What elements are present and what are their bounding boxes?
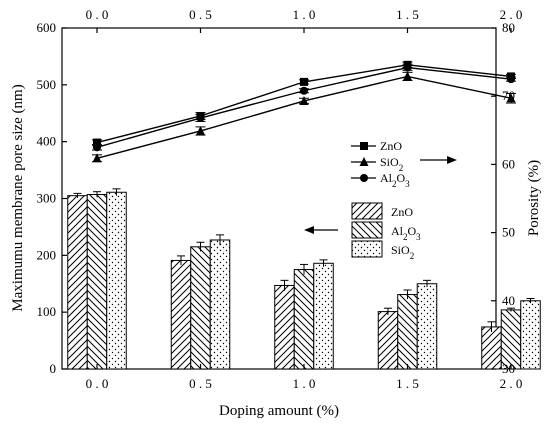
axis-ticks: 0 100 200 300 400 500 600 30 40 50 60 70 80 0 . 0 0 . … [37,7,523,391]
x-tick-label-bottom: 2 . 0 [500,376,523,391]
circle-marker [93,143,101,152]
bar [397,294,418,370]
x-tick-label-bottom: 1 . 5 [396,376,419,391]
left-arrow-icon [304,226,314,234]
circle-marker [403,63,412,72]
right-y-tick-label: 50 [502,225,515,240]
left-y-tick-label: 300 [37,191,57,206]
triangle-marker [196,125,205,135]
bar [416,283,438,370]
left-y-tick-label: 400 [37,134,57,149]
triangle-marker [506,93,516,103]
right-y-tick-label: 40 [502,293,515,308]
bar-legend-swatch-sio2 [351,240,383,258]
line-legend-triangle-marker [359,157,369,166]
right-y-tick-label: 60 [502,156,515,171]
right-arrow-icon [447,156,457,164]
x-tick-label-top: 1 . 5 [396,7,419,22]
line-legend: ZnO SiO2 Al2O3 [351,139,457,189]
left-y-tick-label: 500 [37,77,57,92]
x-tick-label-bottom: 1 . 0 [293,376,316,391]
x-axis-title: Doping amount (%) [219,403,339,419]
triangle-marker [299,95,309,105]
bar-legend-label-sio2: SiO2 [391,243,414,261]
line-legend-label-al2o3: Al2O3 [380,171,410,189]
bar-legend-label-al2o3: Al2O3 [391,224,421,242]
line-legend-label-sio2: SiO2 [380,155,403,173]
bar [86,194,108,370]
left-y-axis-title: Maximumu membrane pore size (nm) [10,84,26,311]
bar [170,259,192,370]
x-tick-label-top: 2 . 0 [500,7,523,22]
bar-legend: ZnO Al2O3 SiO2 [304,202,421,261]
line-legend-circle-marker [360,174,368,182]
circle-marker [300,86,308,95]
bar [190,246,211,370]
x-tick-label-top: 0 . 5 [189,7,212,22]
triangle-marker [92,153,102,163]
right-y-axis-title: Porosity (%) [526,160,542,236]
bar [274,284,295,370]
square-marker [93,138,101,147]
right-y-tick-label: 80 [502,20,515,35]
bar-legend-swatch-zno [351,202,383,220]
x-tick-label-top: 0 . 0 [86,7,109,22]
triangle-marker [403,71,412,81]
left-y-tick-label: 100 [37,304,57,319]
bar [106,191,127,370]
bar-legend-swatch-al2o3 [351,221,383,239]
right-y-tick-label: 70 [502,88,515,103]
left-y-tick-label: 200 [37,247,57,262]
left-y-tick-label: 600 [37,20,57,35]
line-legend-square-marker [360,142,368,150]
line-series-group [92,60,516,163]
x-tick-label-bottom: 0 . 5 [189,376,212,391]
bar [520,300,541,370]
bar-series-group [67,188,541,370]
bar [313,262,334,370]
x-tick-label-top: 1 . 0 [293,7,316,22]
bar [377,311,399,370]
line-legend-label-zno: ZnO [380,139,402,153]
circle-marker [196,114,205,123]
left-y-tick-label: 0 [50,361,57,376]
bar-legend-label-zno: ZnO [391,205,413,219]
bar [209,239,231,370]
x-tick-label-bottom: 0 . 0 [86,376,109,391]
square-marker [300,77,308,86]
bar [293,269,315,370]
bar [481,326,502,370]
bar [67,195,88,370]
circle-marker [507,75,515,84]
right-y-tick-label: 30 [502,361,515,376]
